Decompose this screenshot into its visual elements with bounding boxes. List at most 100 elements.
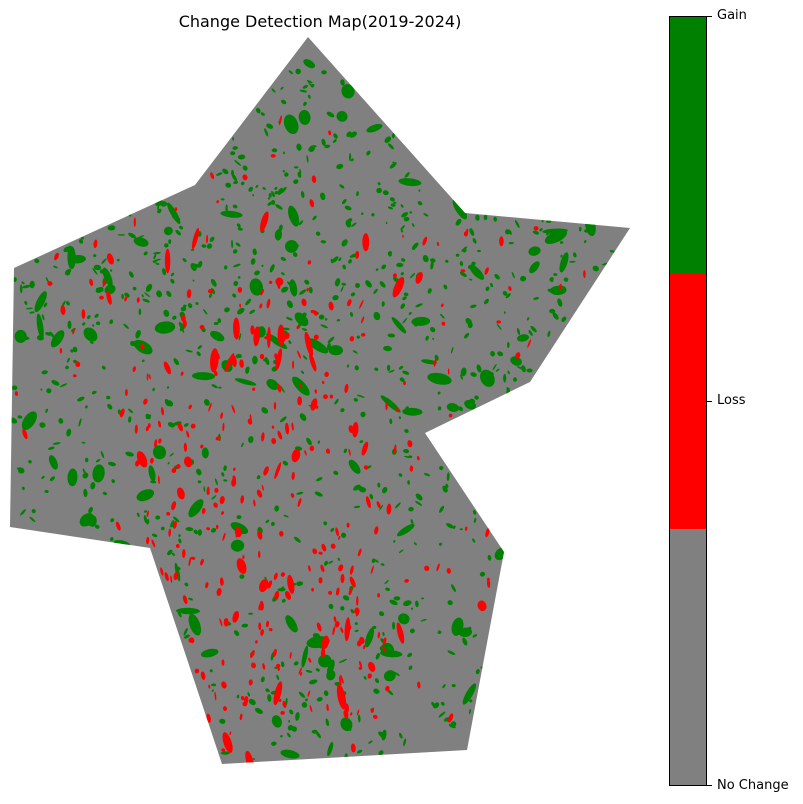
gain-patch [282,170,286,173]
gain-patch [188,499,204,518]
loss-patch [296,325,299,330]
gain-patch [447,650,456,655]
gain-patch [268,193,272,198]
gain-patch [592,265,600,272]
colorbar-loss-segment [670,273,706,529]
loss-patch [485,528,490,538]
loss-patch [175,544,180,548]
loss-patch [102,279,105,288]
loss-patch [206,713,212,723]
loss-patch [309,199,315,208]
gain-patch [371,213,375,217]
gain-patch [338,658,347,664]
gain-patch [539,228,543,232]
gain-patch [210,527,217,533]
loss-patch [234,327,238,334]
gain-patch [398,178,422,187]
gain-patch [396,523,415,537]
gain-patch [234,378,257,386]
gain-patch [375,652,380,660]
gain-patch [17,415,23,419]
gain-patch [195,302,199,305]
gain-patch [415,500,423,506]
gain-patch [123,323,129,329]
gain-patch [284,172,289,177]
loss-patch [124,389,128,396]
gain-patch [418,189,421,192]
gain-patch [293,166,299,169]
gain-patch [78,418,82,427]
gain-patch [298,691,306,698]
loss-patch [372,714,378,719]
gain-patch [187,303,193,309]
loss-patch [146,510,150,518]
gain-patch [177,611,182,618]
gain-patch [93,254,97,258]
gain-patch [447,600,453,606]
gain-patch [430,260,434,270]
gain-patch [459,528,463,531]
gain-patch [337,557,341,561]
gain-patch [439,313,445,319]
gain-patch [95,459,101,463]
loss-patch [308,657,312,663]
gain-patch [285,239,298,253]
loss-patch [289,651,292,659]
gain-patch [66,357,70,363]
gain-patch [348,459,361,474]
gain-patch [143,251,148,256]
gain-patch [22,284,31,289]
gain-patch [66,428,72,437]
gain-patch [354,365,359,371]
gain-patch [232,293,237,298]
gain-patch [422,255,429,263]
gain-patch [462,637,468,646]
gain-patch [484,298,489,305]
gain-patch [266,378,279,391]
loss-patch [275,663,281,669]
gain-patch [175,566,181,570]
loss-patch [321,380,325,385]
gain-patch [403,292,409,297]
loss-patch [173,520,177,529]
loss-patch [222,532,226,541]
gain-patch [260,676,265,683]
gain-patch [409,272,416,279]
gain-patch [211,683,217,687]
loss-patch [219,577,224,586]
gain-patch [332,139,337,143]
gain-patch [404,406,410,411]
gain-patch [151,533,158,538]
loss-patch [416,456,420,461]
gain-patch [233,280,239,287]
gain-patch [403,738,407,747]
loss-patch [404,579,409,583]
change-map [10,37,630,764]
loss-patch [180,371,184,376]
gain-patch [384,136,392,143]
gain-patch [356,394,365,398]
gain-patch [559,241,564,244]
gain-patch [460,374,464,380]
gain-patch [240,181,245,186]
gain-patch [344,205,352,211]
gain-patch [443,284,448,290]
gain-patch [255,184,259,188]
loss-patch [22,428,28,440]
loss-patch [220,412,224,419]
loss-patch [307,690,311,697]
gain-patch [252,758,256,760]
loss-patch [265,620,270,628]
gain-patch [121,293,124,300]
gain-patch [421,359,437,365]
loss-patch [239,713,243,721]
loss-patch [259,600,264,611]
gain-patch [387,206,394,210]
gain-patch [280,734,283,738]
gain-patch [247,692,250,697]
loss-patch [298,667,303,675]
gain-patch [390,203,396,207]
gain-patch [384,580,389,585]
gain-patch [439,505,445,513]
gain-patch [109,319,114,325]
